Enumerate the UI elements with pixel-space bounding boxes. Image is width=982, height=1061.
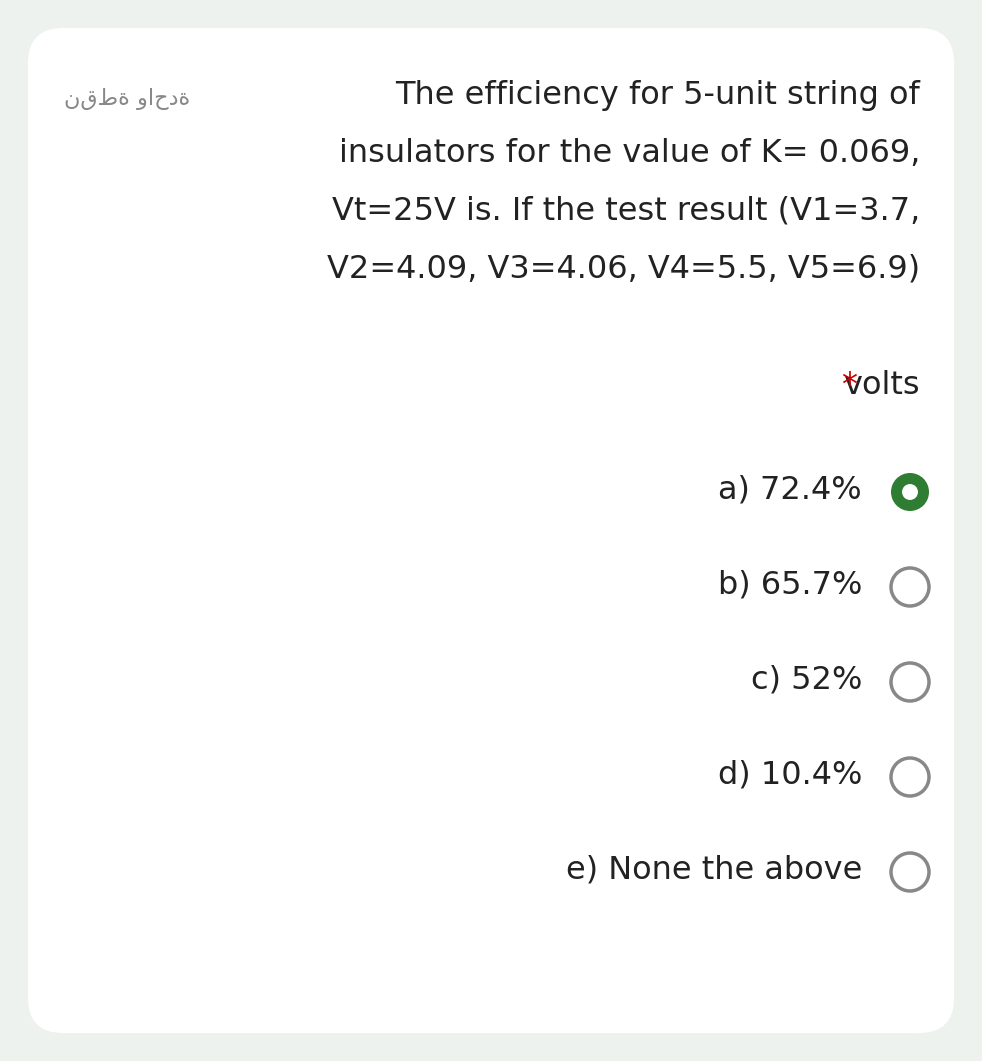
Text: نقطة واحدة: نقطة واحدة	[64, 88, 190, 110]
Circle shape	[891, 853, 929, 891]
Text: Vt=25V is. If the test result (V1=3.7,: Vt=25V is. If the test result (V1=3.7,	[332, 196, 920, 227]
Text: insulators for the value of K= 0.069,: insulators for the value of K= 0.069,	[339, 138, 920, 169]
Circle shape	[891, 568, 929, 606]
Text: *: *	[841, 370, 857, 401]
Text: V2=4.09, V3=4.06, V4=5.5, V5=6.9): V2=4.09, V3=4.06, V4=5.5, V5=6.9)	[327, 254, 920, 285]
Text: e) None the above: e) None the above	[566, 854, 862, 886]
Text: d) 10.4%: d) 10.4%	[718, 760, 862, 790]
Text: b) 65.7%: b) 65.7%	[718, 570, 862, 601]
Circle shape	[891, 473, 929, 511]
Circle shape	[902, 484, 918, 500]
Circle shape	[891, 758, 929, 796]
FancyBboxPatch shape	[28, 28, 954, 1033]
Text: a) 72.4%: a) 72.4%	[719, 474, 862, 505]
Circle shape	[891, 663, 929, 701]
Text: The efficiency for 5-unit string of: The efficiency for 5-unit string of	[395, 80, 920, 111]
Text: volts: volts	[844, 370, 920, 401]
Text: c) 52%: c) 52%	[750, 664, 862, 696]
